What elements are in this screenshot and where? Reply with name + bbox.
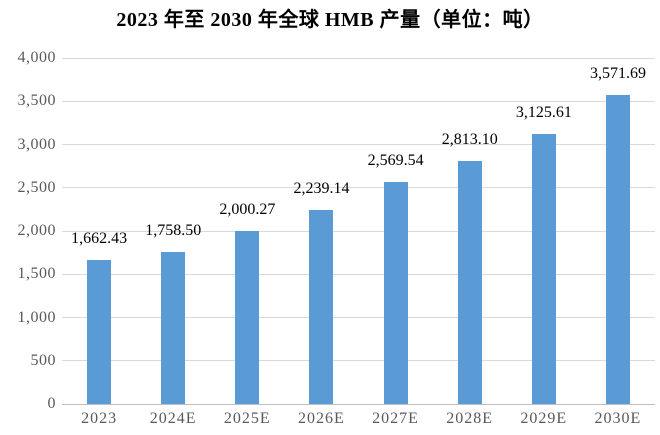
chart-title: 2023 年至 2030 年全球 HMB 产量（单位：吨） [116,9,544,31]
x-axis-category-label: 2023 [81,410,118,427]
y-axis-tick-label: 500 [30,351,56,369]
bar-value-label: 3,571.69 [589,65,646,83]
bar-2024E [161,251,186,404]
x-axis-category-label: 2030E [594,410,642,427]
gridline [62,230,655,232]
y-axis-tick-label: 3,000 [17,135,56,153]
bar-2023 [87,260,112,404]
gridline [62,187,655,189]
gridline [62,57,655,59]
x-axis-category-label: 2025E [223,410,271,427]
x-axis-category-label: 2024E [149,410,197,427]
bar-2028E [457,160,482,404]
gridline [62,100,655,102]
y-axis-tick-label: 2,000 [17,222,56,239]
y-axis-tick-label: 1,500 [17,265,56,283]
bar-2027E [383,181,408,404]
bar-2025E [235,230,260,404]
bar-2030E [605,95,630,404]
gridline [62,317,655,318]
x-axis-category-label: 2028E [446,410,494,427]
x-axis-line [62,403,655,405]
y-axis-tick-label: 2,500 [17,178,56,196]
gridline [62,273,655,275]
x-axis-category-label: 2029E [520,410,568,427]
bar-value-label: 1,662.43 [71,230,128,248]
bar-value-label: 3,125.61 [515,103,572,121]
bar-2026E [309,210,334,404]
y-axis-tick-label: 4,000 [17,49,56,66]
bar-value-label: 2,000.27 [219,200,276,218]
gridline [62,144,655,145]
bar-value-label: 2,239.14 [293,180,350,198]
x-axis-category-label: 2027E [372,410,419,427]
x-axis-category-label: 2026E [298,410,345,427]
bar-value-label: 2,813.10 [441,130,498,148]
y-axis-tick-label: 0 [47,395,56,412]
y-axis-tick-label: 1,000 [17,308,56,326]
bar-value-label: 1,758.50 [145,221,202,239]
y-axis-tick-label: 3,500 [17,92,56,110]
bar-value-label: 2,569.54 [367,151,424,169]
gridline [62,360,655,362]
bar-2029E [531,133,556,404]
